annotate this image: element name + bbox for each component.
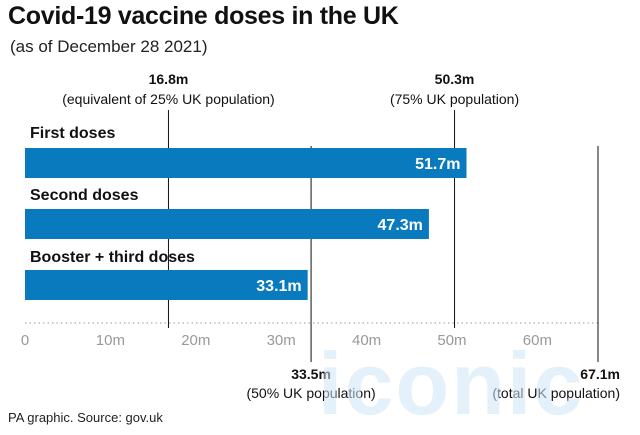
reference-line-label: (75% UK population) <box>390 91 519 107</box>
reference-line-label: (total UK population) <box>492 385 620 401</box>
source-note: PA graphic. Source: gov.uk <box>8 410 163 425</box>
bar <box>25 270 308 300</box>
category-label: Booster + third doses <box>30 249 195 266</box>
x-tick-label: 10m <box>96 332 125 349</box>
reference-line-label: (50% UK population) <box>246 385 375 401</box>
chart-subtitle: (as of December 28 2021) <box>10 37 208 56</box>
x-tick-label: 30m <box>267 332 296 349</box>
x-tick-label: 40m <box>352 332 381 349</box>
bar <box>25 148 467 178</box>
x-tick-label: 60m <box>523 332 552 349</box>
x-tick-label: 50m <box>437 332 466 349</box>
reference-line-value: 16.8m <box>149 71 189 87</box>
x-tick-label: 0 <box>21 332 29 349</box>
bar-value-label: 47.3m <box>378 217 423 234</box>
bar-value-label: 51.7m <box>415 156 460 173</box>
x-tick-label: 20m <box>181 332 210 349</box>
reference-line-value: 33.5m <box>291 366 331 382</box>
reference-line-value: 50.3m <box>435 71 475 87</box>
bar <box>25 209 429 239</box>
category-label: Second doses <box>30 187 139 204</box>
reference-line-value: 67.1m <box>580 366 620 382</box>
chart-title: Covid-19 vaccine doses in the UK <box>8 2 399 30</box>
category-label: First doses <box>30 125 115 142</box>
reference-line-label: (equivalent of 25% UK population) <box>62 91 274 107</box>
bar-value-label: 33.1m <box>256 278 301 295</box>
